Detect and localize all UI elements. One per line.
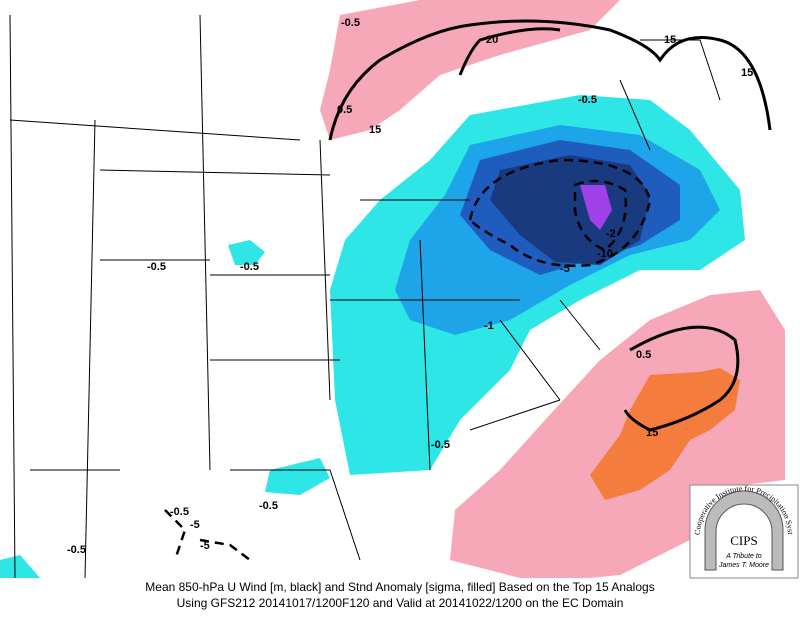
state-boundaries	[9, 14, 721, 579]
contour-label: -10	[597, 248, 613, 260]
contour-label: 15	[369, 124, 381, 136]
caption: Using GFS212 20141017/1200F120 and Valid…	[177, 596, 624, 610]
contour-label: 0.5	[337, 104, 352, 116]
contour-labels: -0.5 20 15 15 0.5 15 -0.5 -0.5 -0.5 -1 -…	[67, 17, 753, 556]
weak-negative-anomaly	[0, 555, 40, 578]
contour-label: -0.5	[341, 17, 360, 29]
wind-contours	[164, 19, 772, 561]
contour-label: -5	[560, 263, 570, 275]
contour-label: 15	[741, 67, 753, 79]
contour-label: 15	[664, 34, 676, 46]
contour-label: 15	[646, 427, 658, 439]
logo-name: CIPS	[730, 533, 757, 548]
logo-tribute: James T. Moore	[718, 562, 769, 569]
extreme-negative-anomaly	[580, 185, 612, 230]
contour-label: -0.5	[259, 500, 278, 512]
logo-arch	[704, 490, 784, 571]
logo-tribute: A Tribute to	[725, 553, 762, 560]
weak-negative-anomaly	[265, 458, 330, 495]
contour-label: 0.5	[636, 349, 651, 361]
contour-label: -0.5	[240, 261, 259, 273]
contour-label: -0.5	[67, 544, 86, 556]
contour-label: -0.5	[431, 439, 450, 451]
weak-negative-anomaly	[228, 240, 265, 265]
positive-anomaly	[450, 290, 785, 578]
caption: Mean 850-hPa U Wind [m, black] and Stnd …	[145, 580, 654, 594]
contour-label: -0.5	[578, 94, 597, 106]
contour-label: -0.5	[147, 261, 166, 273]
contour-label: -5	[190, 519, 200, 531]
strong-positive-anomaly	[590, 368, 740, 500]
contour-label: -2	[606, 228, 616, 240]
positive-anomaly	[320, 0, 620, 140]
contour-label: -5	[200, 540, 210, 552]
contour-label: -1	[484, 320, 494, 332]
contour-label: 20	[486, 34, 498, 46]
anomaly-fills	[0, 0, 785, 578]
contour-label: -0.5	[170, 506, 189, 518]
